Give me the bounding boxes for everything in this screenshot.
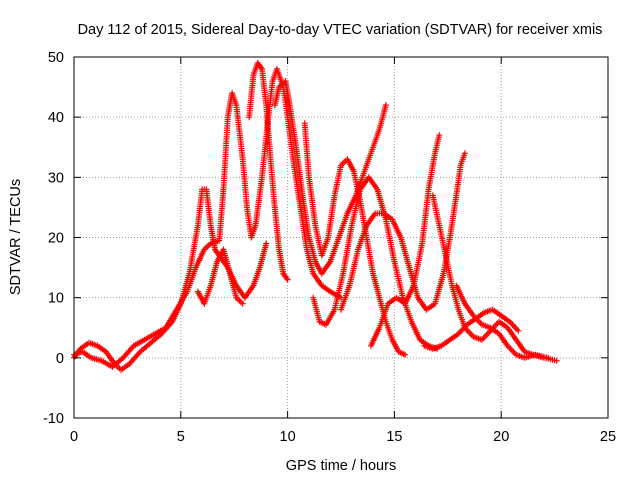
y-tick-label: 0 — [56, 351, 64, 367]
x-tick-label: 15 — [386, 429, 402, 445]
axis-ticks: 0 5 10 15 20 25 -10 0 10 20 30 40 50 — [43, 50, 616, 445]
x-tick-label: 5 — [177, 429, 185, 445]
y-tick-label: 30 — [48, 170, 64, 186]
series-markers — [246, 60, 291, 283]
y-axis-label: SDTVAR / TECUs — [8, 179, 24, 295]
y-tick-label: 10 — [48, 291, 64, 307]
series-track-7 — [310, 174, 441, 352]
series-track-3 — [194, 246, 246, 307]
series-markers — [310, 174, 441, 352]
y-tick-label: 40 — [48, 110, 64, 126]
series-track-12 — [453, 282, 552, 361]
y-tick-label: -10 — [43, 411, 64, 427]
y-tick-label: 50 — [48, 50, 64, 66]
series-markers — [194, 246, 246, 307]
chart-title: Day 112 of 2015, Sidereal Day-to-day VTE… — [78, 22, 603, 38]
x-tick-label: 20 — [493, 429, 509, 445]
series-markers — [338, 150, 468, 313]
series-track-4 — [246, 60, 291, 283]
series-track-9 — [367, 132, 443, 349]
x-axis-label: GPS time / hours — [286, 458, 396, 474]
series-track-8 — [338, 150, 468, 313]
y-tick-label: 20 — [48, 231, 64, 247]
series-markers — [453, 282, 552, 361]
series-markers — [367, 132, 443, 349]
x-tick-label: 25 — [600, 429, 616, 445]
x-tick-label: 10 — [280, 429, 296, 445]
x-tick-label: 0 — [70, 429, 78, 445]
